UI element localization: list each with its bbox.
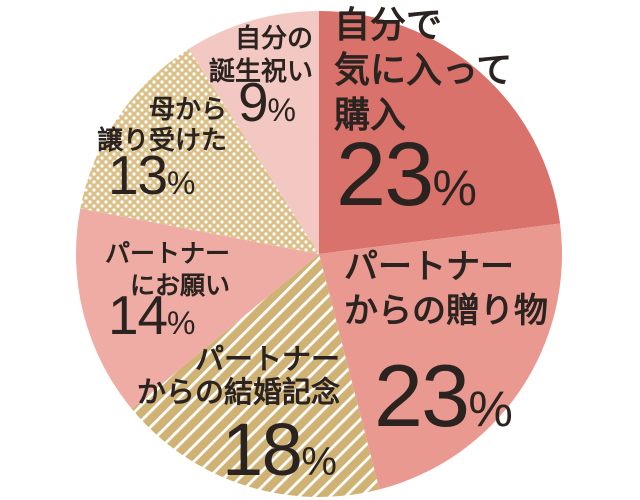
pie-slice-partner-wedding-anniversary xyxy=(131,254,380,498)
pie-slice-inherited-from-mother xyxy=(80,48,319,254)
pie-slice-partner-request xyxy=(75,208,319,409)
pie-slice-self-purchase xyxy=(319,11,561,254)
pie-slice-partner-gift xyxy=(319,223,562,490)
pie-slice-own-birthday xyxy=(188,11,319,254)
